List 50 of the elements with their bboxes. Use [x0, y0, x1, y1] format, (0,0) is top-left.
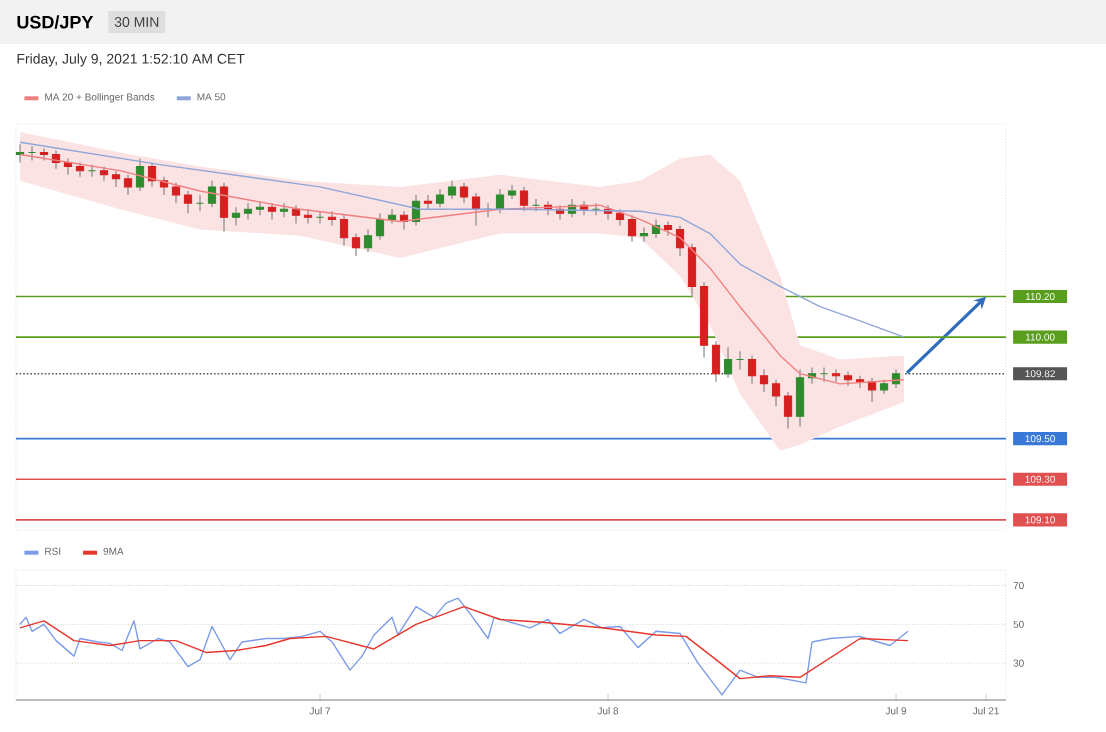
candlestick [363, 229, 373, 253]
candlestick [795, 369, 805, 427]
candlestick [327, 210, 337, 226]
candlestick [447, 180, 457, 200]
candlestick [267, 202, 277, 220]
candlestick [471, 192, 481, 226]
chart-title: USD/JPY [17, 15, 94, 29]
candlestick [375, 212, 385, 241]
candlestick [507, 184, 517, 200]
candlestick [75, 162, 85, 178]
candlestick [867, 377, 877, 403]
candlestick [111, 170, 121, 188]
candlestick [243, 202, 253, 220]
candlestick [687, 243, 697, 298]
candlestick [519, 186, 529, 212]
candlestick [123, 174, 133, 196]
candlestick [171, 182, 181, 204]
candlestick [183, 190, 193, 214]
candlestick [831, 369, 841, 383]
candlestick [303, 208, 313, 224]
candlestick [771, 379, 781, 407]
candlestick [435, 188, 445, 208]
candlestick [495, 188, 505, 214]
candlestick [99, 166, 109, 182]
candlestick [783, 391, 793, 429]
candlestick [279, 202, 289, 218]
candlestick [255, 200, 265, 216]
candlestick [627, 214, 637, 243]
candlestick [639, 227, 649, 243]
candlestick [387, 208, 397, 224]
candlestick [855, 375, 865, 389]
candlestick [459, 182, 469, 204]
line-series [19, 597, 909, 696]
candlestick [663, 220, 673, 237]
candlestick [207, 180, 217, 208]
candlestick [759, 369, 769, 393]
candlestick [339, 214, 349, 247]
candlestick [231, 206, 241, 226]
candlestick [747, 354, 757, 385]
candlestick [291, 204, 301, 224]
line-series [19, 141, 905, 338]
candlestick [351, 233, 361, 257]
candlestick [219, 182, 229, 233]
candlestick [711, 340, 721, 383]
candlestick [39, 147, 49, 162]
candlestick [423, 194, 433, 210]
candlestick [843, 371, 853, 387]
candlestick [723, 346, 733, 379]
line-series [19, 605, 909, 680]
candlestick [135, 158, 145, 192]
